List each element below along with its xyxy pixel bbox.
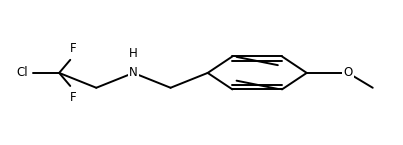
Text: Cl: Cl [16, 66, 28, 79]
Text: H: H [129, 47, 138, 60]
Text: O: O [343, 66, 353, 79]
Text: F: F [70, 42, 77, 55]
Text: N: N [129, 66, 138, 79]
Text: F: F [70, 91, 77, 104]
